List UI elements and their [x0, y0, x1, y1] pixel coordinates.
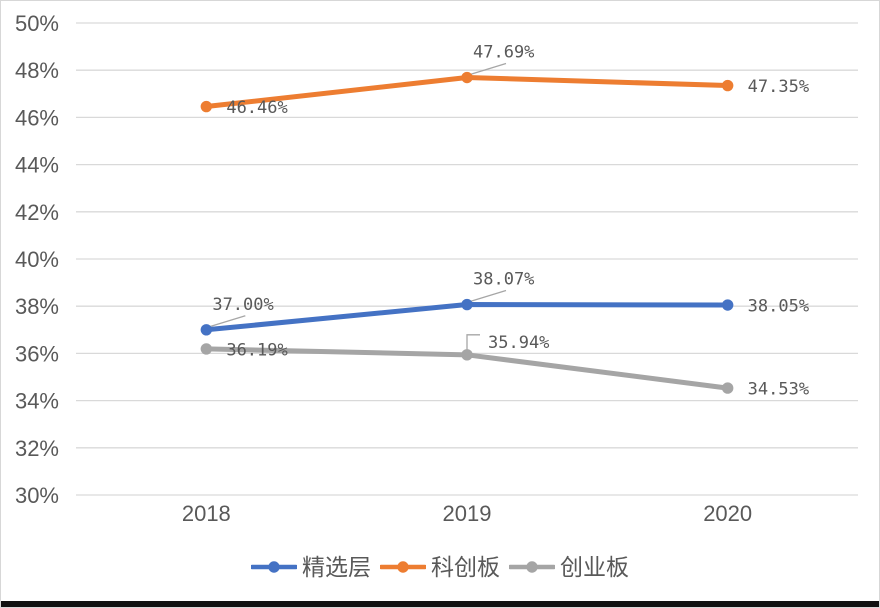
label-leader-line — [469, 289, 507, 303]
label-leader-line — [209, 315, 246, 328]
legend-item-jingxuanceng[interactable]: 精选层 — [251, 553, 371, 580]
legend-marker-line-dot-icon — [251, 561, 297, 573]
legend-marker-line-dot-icon — [380, 561, 426, 573]
y-tick-label: 46% — [15, 105, 59, 130]
y-tick-label: 36% — [15, 341, 59, 366]
legend-item-kechuangban[interactable]: 科创板 — [380, 553, 500, 580]
data-label: 38.05% — [748, 297, 809, 317]
data-label: 47.69% — [473, 43, 534, 63]
legend-label: 创业板 — [560, 553, 629, 580]
label-leader-line — [466, 334, 480, 351]
x-tick-label: 2018 — [182, 501, 231, 526]
data-label: 46.46% — [226, 98, 287, 118]
data-point-marker — [721, 79, 734, 92]
legend-marker-line-dot-icon — [509, 561, 555, 573]
legend-item-chuangyeban[interactable]: 创业板 — [509, 553, 629, 580]
y-tick-label: 30% — [15, 483, 59, 508]
y-tick-label: 48% — [15, 58, 59, 83]
y-tick-label: 50% — [15, 11, 59, 36]
data-label: 47.35% — [748, 77, 809, 97]
chart-legend: 精选层 科创板 创业板 — [1, 551, 879, 583]
data-point-marker — [461, 71, 473, 84]
data-point-marker — [200, 343, 213, 355]
data-label: 38.07% — [473, 270, 534, 290]
data-point-marker — [721, 382, 734, 394]
data-point-marker — [200, 100, 213, 113]
legend-label: 科创板 — [431, 553, 500, 580]
bottom-border-bar — [1, 601, 879, 607]
y-tick-label: 44% — [15, 153, 59, 178]
y-tick-label: 34% — [15, 389, 59, 414]
data-point-marker — [461, 349, 473, 361]
label-leader-line — [469, 62, 507, 76]
x-tick-label: 2019 — [443, 501, 492, 526]
data-point-marker — [200, 324, 213, 336]
data-label: 37.00% — [212, 295, 273, 315]
y-tick-label: 32% — [15, 436, 59, 461]
data-label: 36.19% — [226, 340, 287, 360]
x-tick-label: 2020 — [703, 501, 752, 526]
y-tick-label: 42% — [15, 200, 59, 225]
data-label: 35.94% — [488, 333, 549, 353]
data-label: 34.53% — [748, 380, 809, 400]
data-point-marker — [461, 298, 473, 311]
y-tick-label: 40% — [15, 247, 59, 272]
data-point-marker — [721, 299, 734, 311]
legend-label: 精选层 — [302, 553, 371, 580]
y-tick-label: 38% — [15, 294, 59, 319]
